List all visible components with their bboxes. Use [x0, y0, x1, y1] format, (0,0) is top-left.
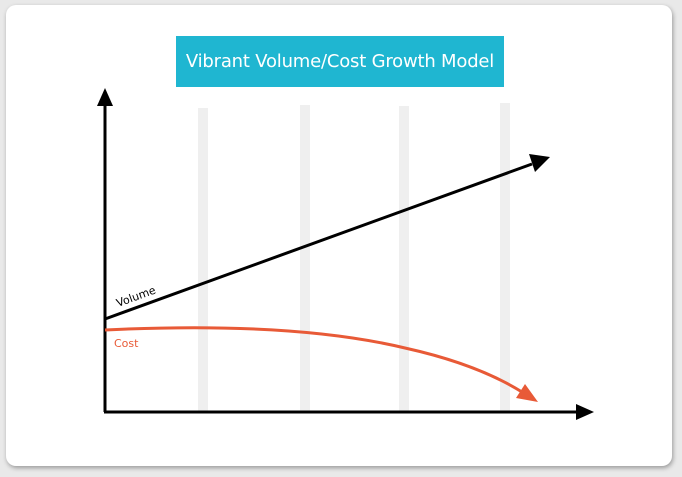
- title-banner: Vibrant Volume/Cost Growth Model: [176, 36, 504, 87]
- cost-label: Cost: [114, 337, 139, 350]
- guide-bar-1: [198, 108, 208, 413]
- cost-arrowhead: [516, 384, 538, 402]
- cost-line: [104, 326, 523, 394]
- y-axis-arrowhead: [97, 88, 113, 106]
- guide-bar-4: [500, 103, 510, 413]
- guide-bar-3: [399, 106, 409, 413]
- volume-label: Volume: [115, 284, 158, 310]
- guide-bar-2: [300, 105, 310, 413]
- x-axis-arrowhead: [576, 404, 594, 420]
- volume-arrowhead: [529, 154, 550, 172]
- volume-line: [104, 162, 533, 321]
- page-title: Vibrant Volume/Cost Growth Model: [185, 51, 495, 72]
